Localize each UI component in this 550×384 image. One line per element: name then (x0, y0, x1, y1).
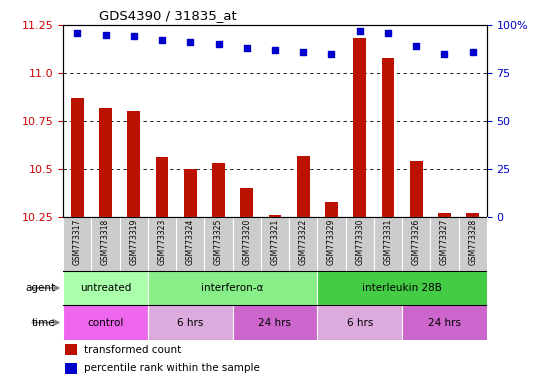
Point (243, 45, 251, 51)
Bar (317, 305, 402, 340)
Bar (91, 217, 120, 271)
Bar (184, 169, 197, 217)
Text: GSM773320: GSM773320 (242, 218, 251, 265)
Text: transformed count: transformed count (85, 345, 182, 355)
Bar (205, 217, 233, 271)
Text: GSM773317: GSM773317 (73, 218, 82, 265)
Bar (289, 217, 317, 271)
Bar (240, 188, 253, 217)
Text: 24 hrs: 24 hrs (428, 318, 461, 328)
Text: GSM773327: GSM773327 (440, 218, 449, 265)
Bar (99, 108, 112, 217)
Text: GDS4390 / 31835_at: GDS4390 / 31835_at (99, 9, 237, 22)
Bar (297, 156, 310, 217)
Point (186, 39, 195, 45)
Point (129, 33, 138, 40)
Bar (438, 213, 451, 217)
Text: GSM773321: GSM773321 (271, 218, 279, 265)
Bar (402, 217, 430, 271)
Bar (128, 111, 140, 217)
Bar (410, 161, 422, 217)
Bar (120, 217, 148, 271)
Bar (382, 58, 394, 217)
Point (299, 49, 307, 55)
Text: GSM773322: GSM773322 (299, 218, 308, 265)
Text: GSM773325: GSM773325 (214, 218, 223, 265)
Text: GSM773319: GSM773319 (129, 218, 139, 265)
Bar (353, 38, 366, 217)
Text: GSM773323: GSM773323 (157, 218, 167, 265)
Bar (317, 217, 345, 271)
Point (327, 51, 336, 57)
Text: control: control (87, 318, 124, 328)
Bar (71, 98, 84, 217)
Point (73, 30, 82, 36)
Point (214, 41, 223, 47)
Bar (459, 217, 487, 271)
Text: 6 hrs: 6 hrs (177, 318, 204, 328)
Point (355, 28, 364, 34)
Point (412, 43, 421, 49)
Point (468, 49, 477, 55)
Point (271, 47, 279, 53)
Point (383, 30, 392, 36)
Bar (148, 271, 317, 305)
Bar (233, 305, 317, 340)
Text: interferon-α: interferon-α (201, 283, 264, 293)
Bar (345, 217, 374, 271)
Text: GSM773318: GSM773318 (101, 218, 110, 265)
Text: percentile rank within the sample: percentile rank within the sample (85, 363, 260, 373)
Text: 6 hrs: 6 hrs (346, 318, 373, 328)
Bar (261, 217, 289, 271)
Bar (268, 215, 282, 217)
Bar (212, 163, 225, 217)
Text: agent: agent (25, 283, 55, 293)
Text: GSM773329: GSM773329 (327, 218, 336, 265)
Point (158, 37, 167, 43)
Text: GSM773326: GSM773326 (411, 218, 421, 265)
Text: GSM773331: GSM773331 (383, 218, 393, 265)
Text: time: time (31, 318, 55, 328)
Bar (148, 305, 233, 340)
Bar (63, 217, 91, 271)
Text: interleukin 28B: interleukin 28B (362, 283, 442, 293)
Point (101, 31, 110, 38)
Bar (176, 217, 205, 271)
Bar (466, 213, 479, 217)
Bar (65, 363, 77, 374)
Bar (233, 217, 261, 271)
Text: GSM773324: GSM773324 (186, 218, 195, 265)
Point (440, 51, 449, 57)
Bar (402, 305, 487, 340)
Bar (156, 157, 168, 217)
Text: untreated: untreated (80, 283, 131, 293)
Text: GSM773328: GSM773328 (468, 218, 477, 265)
Bar (63, 271, 148, 305)
Bar (148, 217, 176, 271)
Bar (65, 344, 77, 355)
Bar (63, 305, 148, 340)
Bar (317, 271, 487, 305)
Text: 24 hrs: 24 hrs (258, 318, 292, 328)
Bar (430, 217, 459, 271)
Bar (325, 202, 338, 217)
Text: GSM773330: GSM773330 (355, 218, 364, 265)
Bar (374, 217, 402, 271)
